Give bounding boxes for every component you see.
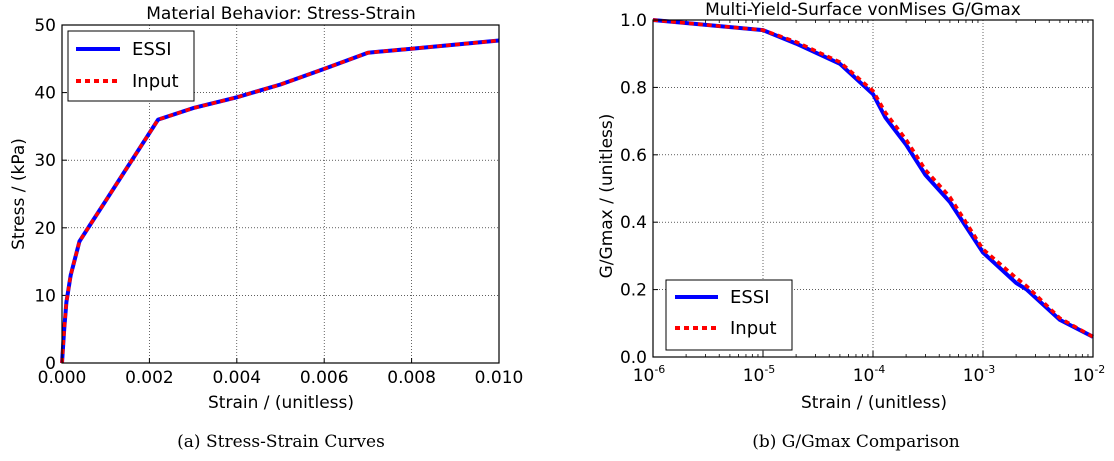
y-tick-label: 1.0 — [620, 11, 647, 31]
x-tick-label: 0.006 — [300, 368, 349, 388]
y-tick-label: 50 — [34, 16, 56, 36]
tick-labels: 0.000 0.002 0.004 0.006 0.008 0.010 0 10 20 30 40 5… — [34, 16, 523, 388]
chart-title: Material Behavior: Stress-Strain — [146, 4, 416, 24]
x-tick-label: 10-4 — [853, 363, 886, 386]
legend-label-essi: ESSI — [132, 39, 172, 60]
x-tick-label: 10-6 — [633, 363, 666, 386]
legend-label-input: Input — [730, 318, 777, 339]
x-axis-label: Strain / (unitless) — [208, 393, 354, 413]
stress-strain-chart: Material Behavior: Stress-Strain 0.000 0.… — [9, 4, 523, 452]
plot-frame — [61, 24, 500, 364]
series-line-essi — [60, 38, 500, 364]
legend: ESSI Input — [665, 279, 793, 351]
y-tick-label: 0.8 — [620, 78, 647, 98]
chart-title: Multi-Yield-Surface vonMises G/Gmax — [705, 0, 1021, 20]
y-tick-label: 0 — [45, 354, 56, 374]
tick-labels: 10-6 10-5 10-4 10-3 10-2 0.0 0.2 0.4 0.6 0.8 1.0 — [620, 11, 1105, 386]
y-axis-label: G/Gmax / (unitless) — [597, 114, 617, 279]
legend-box — [67, 30, 195, 102]
x-axis-label: Strain / (unitless) — [801, 393, 947, 413]
plot-lines — [652, 18, 1094, 339]
y-tick-label: 0.2 — [620, 281, 647, 301]
legend-box — [665, 279, 793, 351]
series-line-input — [652, 18, 1094, 339]
x-tick-label: 10-5 — [743, 363, 776, 386]
x-tick-label: 10-3 — [963, 363, 996, 386]
x-tick-label: 0.000 — [38, 368, 87, 388]
plot-lines — [60, 38, 500, 364]
y-tick-label: 20 — [34, 219, 56, 239]
x-tick-label: 0.004 — [212, 368, 261, 388]
y-tick-label: 0.0 — [620, 348, 647, 368]
y-tick-label: 0.4 — [620, 213, 647, 233]
y-tick-label: 30 — [34, 151, 56, 171]
legend-label-input: Input — [132, 71, 179, 92]
gmax-chart: Multi-Yield-Surface vonMises G/Gmax 10-6… — [597, 0, 1105, 452]
x-tick-label: 10-2 — [1073, 363, 1106, 386]
y-tick-label: 10 — [34, 286, 56, 306]
plot-frame — [652, 19, 1094, 358]
legend: ESSI Input — [67, 30, 195, 102]
x-tick-label: 0.010 — [475, 368, 524, 388]
y-axis-label: Stress / (kPa) — [9, 138, 29, 250]
legend-label-essi: ESSI — [730, 287, 770, 308]
caption: (a) Stress-Strain Curves — [177, 432, 385, 452]
x-tick-label: 0.008 — [387, 368, 436, 388]
caption: (b) G/Gmax Comparison — [752, 432, 960, 452]
y-tick-label: 40 — [34, 84, 56, 104]
x-tick-label: 0.002 — [125, 368, 174, 388]
y-tick-label: 0.6 — [620, 146, 647, 166]
